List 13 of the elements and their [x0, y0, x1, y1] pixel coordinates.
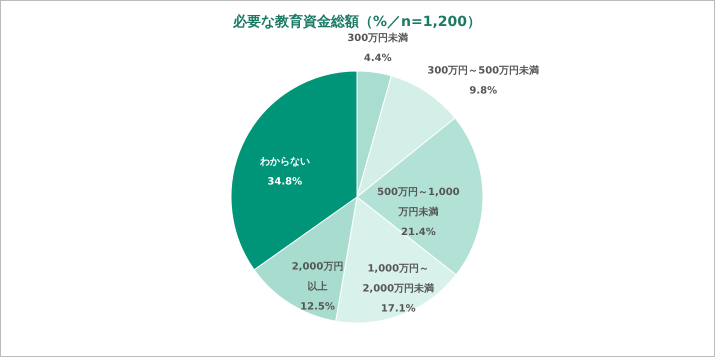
- slice-label: わからない: [258, 156, 310, 168]
- slice-label: 500万円～1,000万円未満: [377, 187, 460, 218]
- data-label: 12.5%: [300, 302, 335, 313]
- chart-title: 必要な教育資金総額（%／n=1,200）: [232, 13, 482, 30]
- data-label: 4.4%: [364, 53, 392, 64]
- slice-label: 300万円未満: [347, 32, 408, 44]
- data-label: 17.1%: [380, 304, 416, 315]
- slice-label: 300万円～500万円未満: [427, 64, 540, 76]
- slice-label: 2,000万円以上: [292, 262, 344, 293]
- data-label: 34.8%: [267, 176, 302, 188]
- data-label: 9.8%: [469, 85, 498, 96]
- data-label: 21.4%: [401, 227, 436, 238]
- slice-label: 1,000万円～2,000万円未満: [362, 264, 434, 295]
